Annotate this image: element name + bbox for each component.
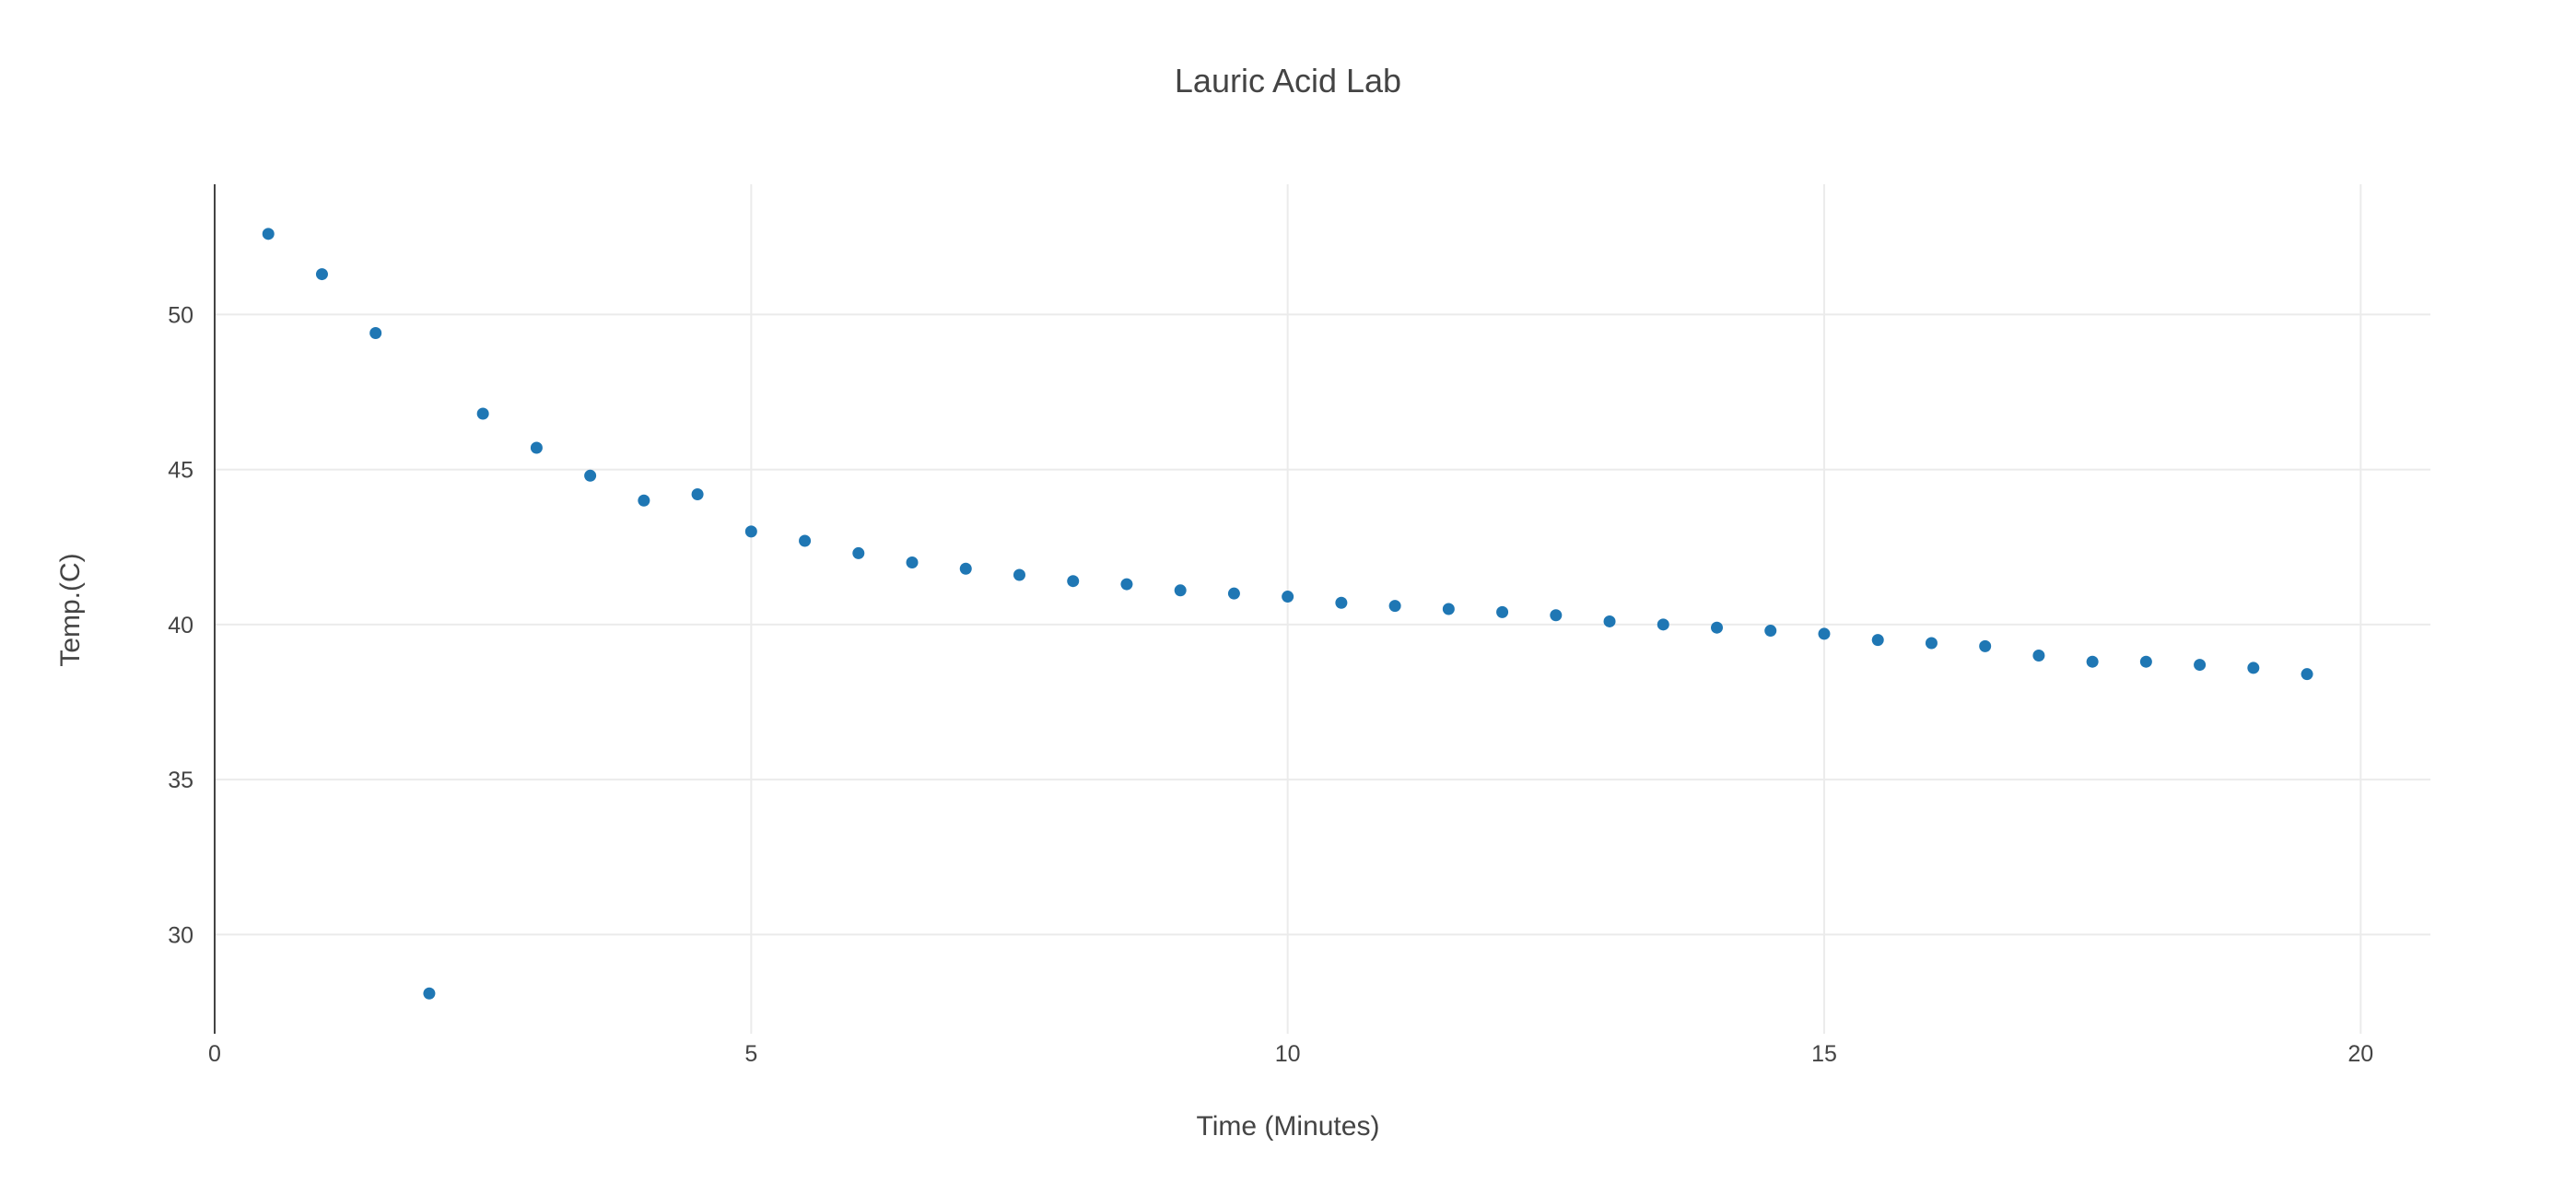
data-point[interactable]: [1013, 568, 1025, 581]
data-points: [262, 228, 2313, 1000]
data-point[interactable]: [1550, 609, 1563, 622]
data-point[interactable]: [1925, 637, 1938, 650]
y-tick-label: 35: [168, 767, 193, 793]
data-point[interactable]: [1764, 625, 1777, 638]
x-tick-label: 0: [208, 1041, 221, 1067]
data-point[interactable]: [1388, 600, 1401, 613]
data-point[interactable]: [1174, 584, 1187, 597]
data-point[interactable]: [2301, 668, 2313, 681]
data-point[interactable]: [691, 487, 704, 500]
data-point[interactable]: [476, 407, 489, 420]
data-point[interactable]: [906, 556, 919, 569]
data-point[interactable]: [799, 534, 812, 547]
data-point[interactable]: [1442, 603, 1455, 615]
data-point[interactable]: [1603, 615, 1616, 627]
tick-labels: 0 5 10 15 20 30 35 40 45 50: [168, 302, 2373, 1067]
data-point[interactable]: [262, 228, 275, 240]
x-axis-title: Time (Minutes): [1197, 1111, 1380, 1142]
data-point[interactable]: [744, 525, 757, 538]
data-point[interactable]: [1871, 634, 1884, 647]
data-point[interactable]: [1067, 575, 1080, 588]
y-tick-label: 40: [168, 613, 193, 638]
y-tick-label: 30: [168, 922, 193, 948]
data-point[interactable]: [1227, 587, 1240, 600]
data-point[interactable]: [584, 469, 597, 482]
data-point[interactable]: [852, 546, 865, 559]
y-tick-label: 45: [168, 458, 193, 484]
data-point[interactable]: [2247, 662, 2260, 674]
data-point[interactable]: [1335, 596, 1348, 609]
x-tick-label: 10: [1275, 1041, 1301, 1067]
data-point[interactable]: [1711, 621, 1724, 634]
y-tick-label: 50: [168, 302, 193, 328]
x-tick-label: 20: [2348, 1041, 2373, 1067]
x-tick-label: 15: [1811, 1041, 1837, 1067]
grid-lines: [215, 184, 2430, 1034]
data-point[interactable]: [530, 441, 543, 454]
data-point[interactable]: [1120, 578, 1133, 591]
data-point[interactable]: [638, 494, 650, 507]
data-point[interactable]: [1818, 627, 1831, 640]
data-point[interactable]: [2086, 655, 2099, 668]
x-tick-label: 5: [744, 1041, 757, 1067]
data-point[interactable]: [2032, 649, 2045, 662]
data-point[interactable]: [423, 987, 436, 1000]
data-point[interactable]: [1657, 618, 1669, 631]
data-point[interactable]: [369, 327, 382, 340]
data-point[interactable]: [315, 268, 328, 281]
chart-title: Lauric Acid Lab: [1175, 62, 1401, 100]
data-point[interactable]: [2194, 659, 2207, 672]
data-point[interactable]: [959, 562, 972, 575]
y-axis-title: Temp.(C): [55, 553, 86, 666]
data-point[interactable]: [2139, 655, 2152, 668]
data-point[interactable]: [1979, 639, 1992, 652]
data-point[interactable]: [1282, 591, 1294, 603]
data-point[interactable]: [1496, 605, 1509, 618]
